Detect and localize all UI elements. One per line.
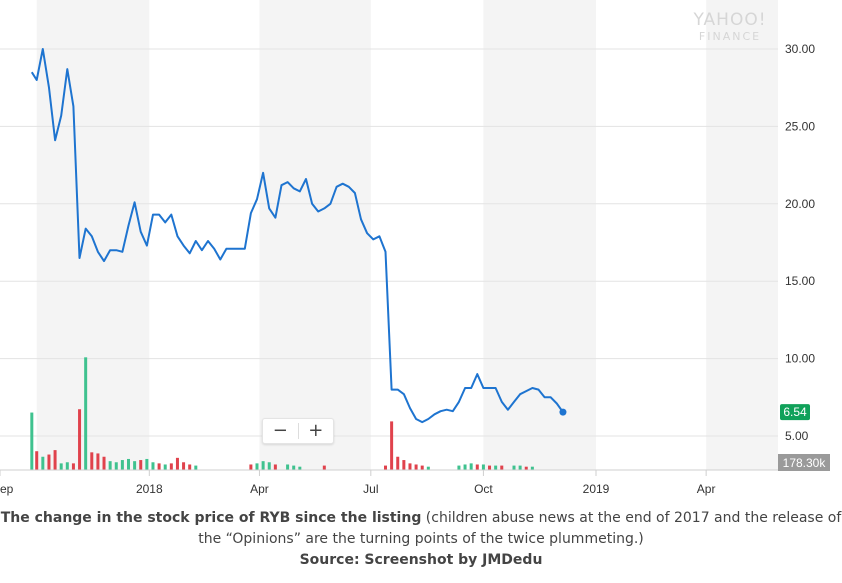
volume-bar [420,465,424,470]
y-tick-label: 20.00 [785,197,815,211]
volume-bar [402,460,406,470]
volume-bar [500,465,504,470]
volume-bar [390,421,394,470]
y-tick-label: 15.00 [785,274,815,288]
price-line [30,48,564,424]
volume-bar [469,463,473,470]
watermark-yahoo: YAHOO! [692,10,766,30]
volume-bar [169,463,173,470]
y-tick-label: 25.00 [785,119,815,133]
volume-bar [139,460,143,470]
volume-bar [384,465,388,470]
volume-bar [35,451,39,470]
volume-bars [30,357,534,470]
volume-bar [127,458,131,470]
x-tick-label: 2018 [136,482,163,496]
volume-bar [96,453,100,470]
volume-bar [463,464,467,470]
volume-bar [175,457,179,470]
volume-bar [78,409,82,470]
volume-bar [157,463,161,470]
zoom-in-button[interactable]: + [308,420,324,441]
gridlines [0,48,778,437]
last-price-dot [559,408,567,416]
volume-bar [30,412,34,470]
volume-bar [286,464,290,470]
volume-bar [102,456,106,470]
x-tick-label: Apr [250,482,269,496]
volume-bar [249,464,253,470]
volume-bar [292,465,296,470]
x-axis-labels: ep 2018 Apr Jul Oct 2019 Apr [0,470,715,496]
caption-title: The change in the stock price of RYB sin… [0,510,422,526]
last-price-badge: 6.54 [780,404,810,421]
volume-bar [457,465,461,470]
month-bands [36,0,778,470]
volume-bar [396,456,400,470]
volume-bar [59,463,63,470]
volume-bar [151,462,155,470]
zoom-out-button[interactable]: − [272,420,288,441]
volume-bar [267,462,271,470]
volume-bar [530,466,534,470]
volume-bar [518,465,522,470]
volume-bar [261,461,265,470]
volume-bar [255,463,259,470]
volume-bar [41,456,45,470]
zoom-control: − + [262,418,334,444]
volume-bar [108,461,112,470]
last-price-badge-bg [780,404,810,421]
y-tick-label: 30.00 [785,42,815,56]
volume-bar [194,465,198,470]
y-axis-labels: 30.00 25.00 20.00 15.00 10.00 5.00 [785,42,815,443]
volume-bar [512,465,516,470]
month-band [706,0,778,470]
caption-source: Source: Screenshot by JMDedu [299,552,543,568]
volume-bar [414,464,418,470]
volume-bar [120,460,124,470]
volume-bar [163,464,167,470]
volume-bar [273,464,277,470]
y-tick-label: 5.00 [785,429,809,443]
volume-bar [408,463,412,470]
volume-bar [145,458,149,470]
volume-bar [47,454,51,470]
volume-bar [481,464,485,470]
x-tick-label: Oct [474,482,493,496]
figure-caption: The change in the stock price of RYB sin… [0,508,842,571]
volume-bar [114,462,118,470]
volume-bar [426,466,430,470]
volume-bar [71,463,75,470]
month-band [259,0,371,470]
volume-bar [488,465,492,470]
x-tick-label: Jul [363,482,378,496]
volume-bar [65,462,69,470]
x-tick-label: Apr [697,482,716,496]
volume-bar [90,452,94,470]
volume-bar [84,357,88,470]
volume-bar [298,466,302,470]
stock-chart: YAHOO! FINANCE 30.00 25.00 20.00 15.00 10.00… [0,0,830,496]
volume-badge-text: 178.30k [783,456,827,470]
caption-text: (children abuse news at the end of 2017 … [198,510,842,547]
watermark-finance: FINANCE [699,30,761,43]
volume-bar [182,462,186,470]
volume-bar [53,450,57,470]
y-tick-label: 10.00 [785,352,815,366]
x-tick-label: 2019 [583,482,610,496]
volume-bar [494,465,498,470]
yahoo-finance-watermark: YAHOO! FINANCE [692,10,766,43]
volume-bar [133,461,137,470]
volume-bar [524,466,528,470]
volume-bar [322,465,326,470]
volume-badge: 178.30k [778,454,830,471]
volume-bar [188,464,192,470]
last-price-badge-text: 6.54 [783,405,807,419]
zoom-separator [297,423,299,439]
month-band [36,0,150,470]
x-tick-label: ep [0,482,14,496]
volume-badge-bg [778,454,830,471]
volume-bar [475,464,479,470]
